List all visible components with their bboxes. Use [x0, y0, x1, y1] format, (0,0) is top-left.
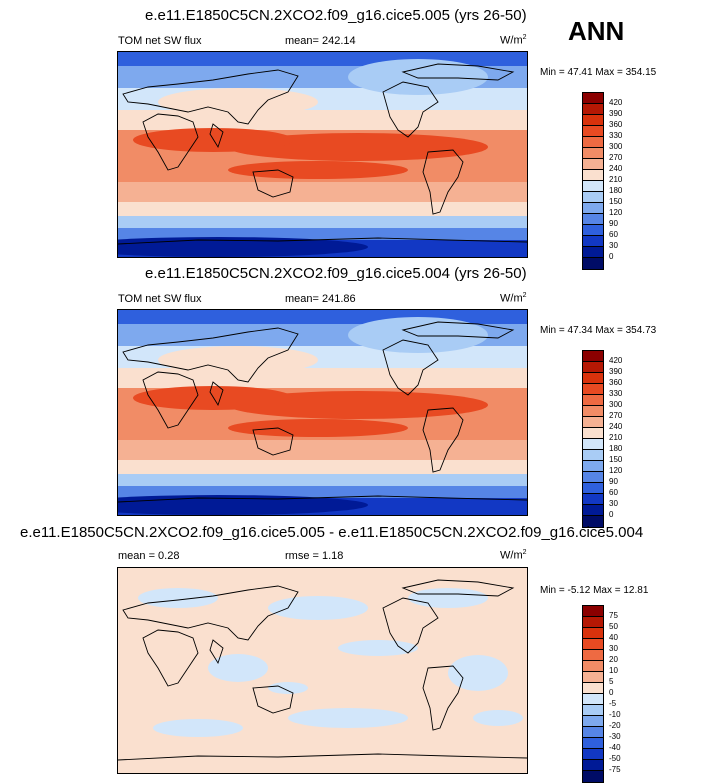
- tick-label: -20: [609, 721, 621, 730]
- tick-label: -5: [609, 699, 617, 708]
- tick-label: -10: [609, 710, 621, 719]
- tick-label: 60: [609, 230, 618, 239]
- tick-label: 0: [609, 688, 614, 697]
- tick-label: 180: [609, 186, 623, 195]
- tick-label: 240: [609, 422, 623, 431]
- panel2-field-label: TOM net SW flux: [118, 293, 202, 305]
- panel2-mean: mean= 241.86: [285, 293, 356, 305]
- panel2-units: W/m2: [500, 292, 527, 305]
- panel2-minmax: Min = 47.34 Max = 354.73: [540, 325, 657, 336]
- panel2-map: [117, 309, 528, 516]
- panel3-mean: mean = 0.28: [118, 550, 180, 562]
- tick-label: 270: [609, 411, 623, 420]
- tick-label: 180: [609, 444, 623, 453]
- tick-label: 30: [609, 499, 618, 508]
- panel2-title: e.e11.E1850C5CN.2XCO2.f09_g16.cice5.004 …: [145, 265, 527, 282]
- panel1-units: W/m2: [500, 34, 527, 47]
- tick-label: 300: [609, 400, 623, 409]
- tick-label: 420: [609, 98, 623, 107]
- panel3-map: [117, 567, 528, 774]
- tick-label: 330: [609, 389, 623, 398]
- panel2-colorbar: [582, 350, 604, 528]
- panel1-mean: mean= 242.14: [285, 35, 356, 47]
- panel3-minmax: Min = -5.12 Max = 12.81: [540, 585, 649, 596]
- tick-label: 0: [609, 510, 614, 519]
- tick-label: 10: [609, 666, 618, 675]
- tick-label: 240: [609, 164, 623, 173]
- panel3-units: W/m2: [500, 549, 527, 562]
- tick-label: 50: [609, 622, 618, 631]
- tick-label: 390: [609, 367, 623, 376]
- tick-label: 40: [609, 633, 618, 642]
- tick-label: 75: [609, 611, 618, 620]
- tick-label: 30: [609, 644, 618, 653]
- tick-label: 300: [609, 142, 623, 151]
- tick-label: 120: [609, 466, 623, 475]
- tick-label: 210: [609, 433, 623, 442]
- tick-label: 0: [609, 252, 614, 261]
- tick-label: 90: [609, 219, 618, 228]
- tick-label: 90: [609, 477, 618, 486]
- panel3-colorbar: [582, 605, 604, 783]
- tick-label: 390: [609, 109, 623, 118]
- tick-label: 20: [609, 655, 618, 664]
- panel1-colorbar: [582, 92, 604, 270]
- tick-label: -40: [609, 743, 621, 752]
- panel1-title: e.e11.E1850C5CN.2XCO2.f09_g16.cice5.005 …: [145, 7, 527, 24]
- panel3-rmse: rmse = 1.18: [285, 550, 344, 562]
- tick-label: -30: [609, 732, 621, 741]
- tick-label: -50: [609, 754, 621, 763]
- tick-label: 420: [609, 356, 623, 365]
- tick-label: 60: [609, 488, 618, 497]
- tick-label: 30: [609, 241, 618, 250]
- panel3-title: e.e11.E1850C5CN.2XCO2.f09_g16.cice5.005 …: [20, 524, 644, 541]
- tick-label: 330: [609, 131, 623, 140]
- season-label: ANN: [568, 16, 625, 46]
- tick-label: 210: [609, 175, 623, 184]
- tick-label: 5: [609, 677, 614, 686]
- tick-label: 150: [609, 197, 623, 206]
- tick-label: 270: [609, 153, 623, 162]
- tick-label: 360: [609, 120, 623, 129]
- panel1-map: [117, 51, 528, 258]
- tick-label: 150: [609, 455, 623, 464]
- panel1-minmax: Min = 47.41 Max = 354.15: [540, 67, 657, 78]
- panel1-field-label: TOM net SW flux: [118, 35, 202, 47]
- tick-label: 120: [609, 208, 623, 217]
- tick-label: -75: [609, 765, 621, 774]
- tick-label: 360: [609, 378, 623, 387]
